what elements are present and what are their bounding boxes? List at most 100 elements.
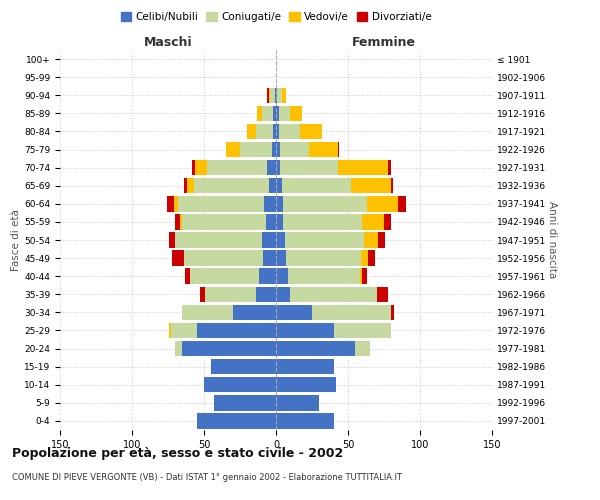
Bar: [279, 124, 301, 139]
Bar: [301, 124, 322, 139]
Bar: [276, 304, 312, 320]
Bar: [194, 178, 269, 194]
Bar: [282, 178, 351, 194]
Bar: [276, 124, 279, 139]
Bar: [338, 142, 340, 157]
Bar: [175, 232, 262, 248]
Bar: [334, 323, 391, 338]
Bar: [276, 395, 319, 410]
Bar: [283, 196, 367, 212]
Bar: [351, 178, 391, 194]
Bar: [359, 268, 362, 284]
Bar: [178, 196, 265, 212]
Bar: [280, 160, 338, 176]
Text: COMUNE DI PIEVE VERGONTE (VB) - Dati ISTAT 1° gennaio 2002 - Elaborazione TUTTIT: COMUNE DI PIEVE VERGONTE (VB) - Dati IST…: [12, 472, 402, 482]
Bar: [273, 124, 276, 139]
Bar: [280, 142, 309, 157]
Bar: [197, 414, 276, 428]
Bar: [179, 214, 182, 230]
Bar: [196, 160, 207, 176]
Bar: [286, 250, 361, 266]
Bar: [378, 232, 385, 248]
Bar: [276, 214, 283, 230]
Bar: [247, 124, 256, 139]
Bar: [276, 160, 280, 176]
Bar: [367, 196, 398, 212]
Bar: [362, 268, 367, 284]
Bar: [268, 88, 269, 103]
Bar: [200, 286, 205, 302]
Bar: [338, 160, 388, 176]
Bar: [277, 88, 282, 103]
Bar: [226, 142, 240, 157]
Bar: [355, 341, 370, 356]
Bar: [276, 268, 287, 284]
Bar: [270, 88, 275, 103]
Bar: [287, 268, 359, 284]
Bar: [193, 160, 196, 176]
Legend: Celibi/Nubili, Coniugati/e, Vedovi/e, Divorziati/e: Celibi/Nubili, Coniugati/e, Vedovi/e, Di…: [116, 8, 436, 26]
Bar: [263, 250, 276, 266]
Bar: [276, 414, 334, 428]
Bar: [290, 286, 377, 302]
Bar: [169, 232, 175, 248]
Bar: [172, 250, 184, 266]
Bar: [276, 286, 290, 302]
Bar: [175, 214, 179, 230]
Bar: [185, 268, 190, 284]
Bar: [266, 214, 276, 230]
Bar: [282, 88, 286, 103]
Bar: [214, 395, 276, 410]
Bar: [276, 178, 282, 194]
Bar: [391, 178, 392, 194]
Bar: [364, 232, 378, 248]
Bar: [368, 250, 376, 266]
Bar: [233, 304, 276, 320]
Bar: [262, 106, 273, 121]
Bar: [204, 377, 276, 392]
Bar: [256, 286, 276, 302]
Bar: [169, 323, 171, 338]
Bar: [269, 88, 270, 103]
Bar: [269, 178, 276, 194]
Bar: [384, 214, 391, 230]
Text: Maschi: Maschi: [143, 36, 193, 49]
Bar: [276, 250, 286, 266]
Bar: [276, 142, 280, 157]
Bar: [265, 196, 276, 212]
Bar: [197, 323, 276, 338]
Bar: [167, 196, 174, 212]
Bar: [388, 160, 391, 176]
Bar: [174, 196, 178, 212]
Bar: [257, 106, 262, 121]
Bar: [272, 142, 276, 157]
Bar: [268, 160, 276, 176]
Bar: [259, 268, 276, 284]
Bar: [182, 341, 276, 356]
Bar: [276, 196, 283, 212]
Bar: [275, 88, 276, 103]
Bar: [309, 142, 338, 157]
Bar: [279, 106, 290, 121]
Bar: [171, 323, 197, 338]
Bar: [398, 196, 406, 212]
Bar: [284, 232, 364, 248]
Bar: [312, 304, 391, 320]
Bar: [290, 106, 302, 121]
Bar: [377, 286, 388, 302]
Bar: [276, 377, 337, 392]
Y-axis label: Fasce di età: Fasce di età: [11, 209, 21, 271]
Bar: [276, 232, 284, 248]
Bar: [207, 160, 268, 176]
Bar: [361, 250, 368, 266]
Bar: [362, 214, 384, 230]
Bar: [175, 341, 182, 356]
Bar: [256, 124, 273, 139]
Bar: [187, 178, 194, 194]
Bar: [211, 359, 276, 374]
Bar: [182, 214, 266, 230]
Text: Femmine: Femmine: [352, 36, 416, 49]
Bar: [276, 359, 334, 374]
Y-axis label: Anni di nascita: Anni di nascita: [547, 202, 557, 278]
Bar: [391, 304, 394, 320]
